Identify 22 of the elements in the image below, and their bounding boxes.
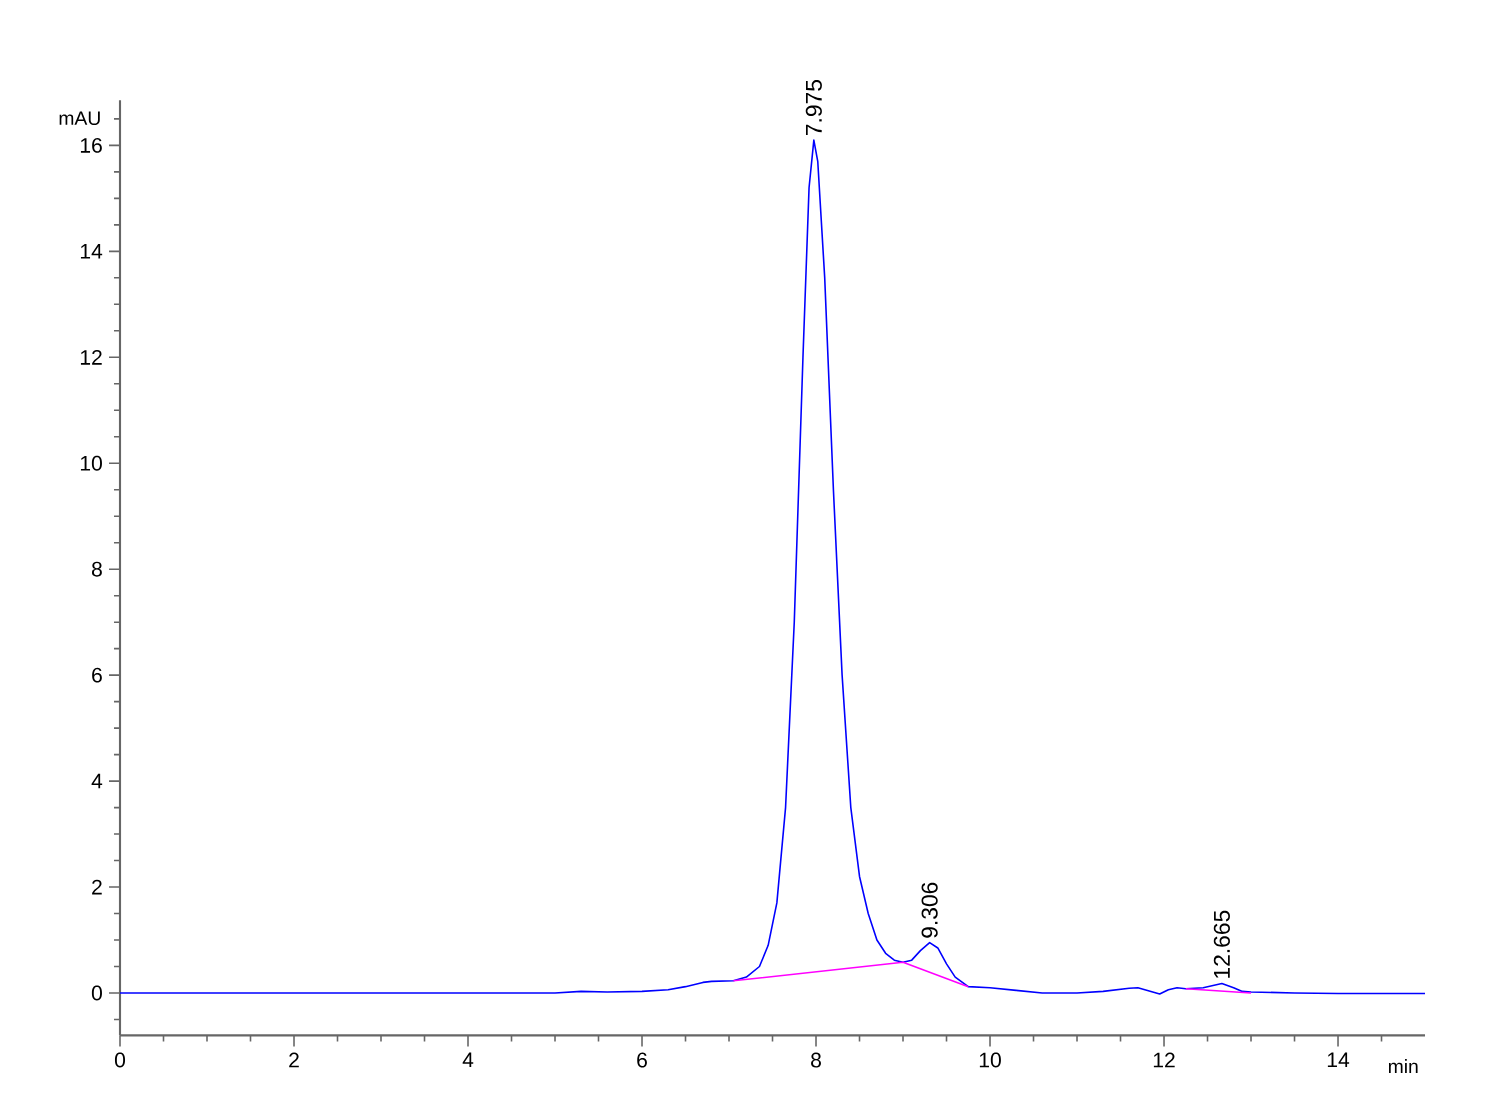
y-tick-label: 4 xyxy=(91,773,103,789)
x-tick-label: 0 xyxy=(114,1052,126,1068)
x-tick-label: 14 xyxy=(1327,1052,1350,1068)
x-axis-title: min xyxy=(1388,1059,1418,1074)
x-tick-label: 4 xyxy=(462,1052,474,1068)
y-tick-label: 6 xyxy=(92,667,102,683)
x-tick-label: 12 xyxy=(1153,1052,1175,1068)
annotation: 7.975 xyxy=(805,80,822,136)
x-tick-label: 8 xyxy=(811,1052,821,1068)
annotation: 12.665 xyxy=(1213,910,1230,978)
y-tick-label: 10 xyxy=(80,455,102,471)
y-axis-title: mAU xyxy=(59,111,100,126)
y-tick-label: 12 xyxy=(80,349,102,365)
x-tick-label: 2 xyxy=(289,1052,299,1068)
y-tick-label: 16 xyxy=(80,137,102,153)
y-tick-label: 14 xyxy=(80,244,103,259)
x-tick-label: 6 xyxy=(637,1052,647,1068)
x-tick-label: 10 xyxy=(979,1052,1001,1068)
annotation: 9.306 xyxy=(921,882,938,938)
y-tick-label: 8 xyxy=(91,561,102,577)
y-tick-label: 0 xyxy=(91,985,102,1001)
y-tick-label: 2 xyxy=(92,879,102,895)
